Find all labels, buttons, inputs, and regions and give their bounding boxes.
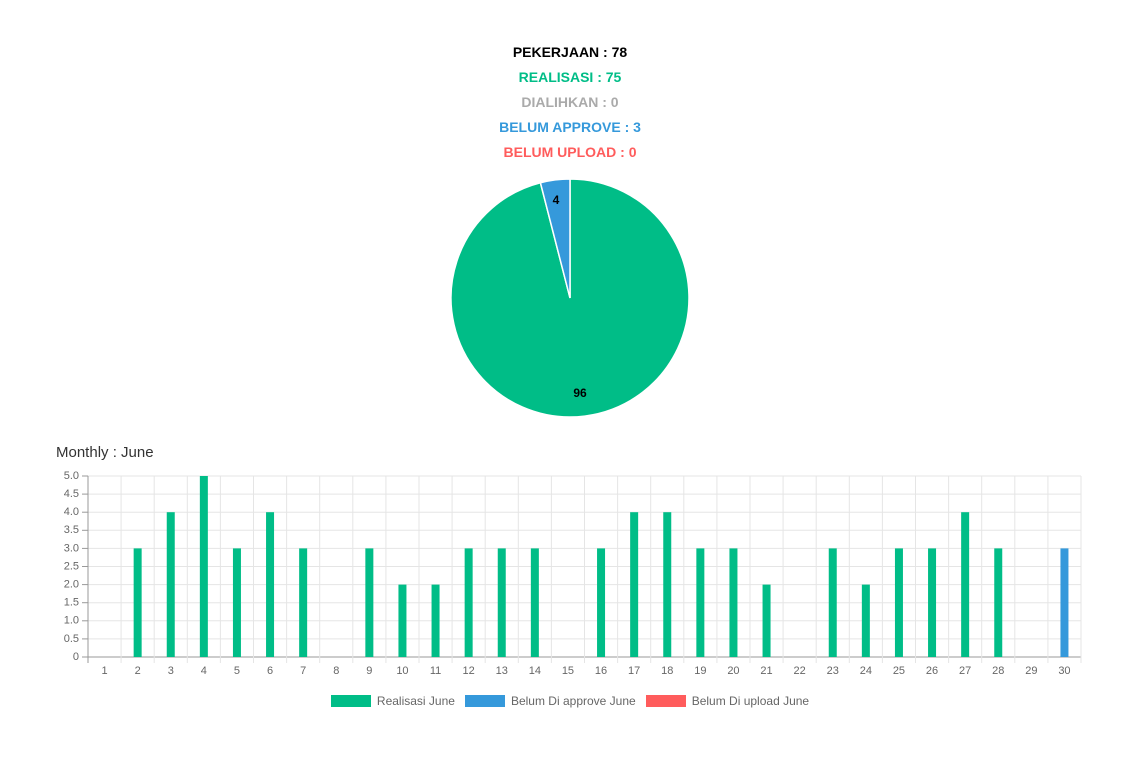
y-tick-label: 4.0	[64, 506, 79, 518]
bar-realisasi-june-day-13[interactable]	[497, 548, 506, 657]
y-tick-label: 1.5	[64, 597, 79, 609]
bar-realisasi-june-day-10[interactable]	[398, 584, 407, 657]
y-tick-label: 0.5	[64, 633, 79, 645]
bar-realisasi-june-day-17[interactable]	[630, 512, 639, 657]
y-tick-label: 2.0	[64, 579, 79, 591]
y-tick-label: 4.5	[64, 488, 79, 500]
x-tick-label: 23	[827, 665, 839, 677]
bar-realisasi-june-day-14[interactable]	[530, 548, 539, 657]
legend-swatch-approve	[464, 695, 505, 707]
x-tick-label: 5	[234, 665, 240, 677]
bar-belum-di-approve-june-day-30[interactable]	[1060, 548, 1069, 657]
bar-realisasi-june-day-2[interactable]	[133, 548, 142, 657]
x-tick-label: 24	[860, 665, 872, 677]
x-tick-label: 18	[661, 665, 673, 677]
x-tick-label: 27	[959, 665, 971, 677]
x-tick-label: 1	[101, 665, 107, 677]
legend-swatch-realisasi	[330, 695, 371, 707]
monthly-title: Monthly : June	[56, 444, 154, 461]
bar-realisasi-june-day-25[interactable]	[894, 548, 903, 657]
bar-realisasi-june-day-12[interactable]	[464, 548, 473, 657]
y-tick-label: 0	[73, 651, 79, 663]
bar-realisasi-june-day-18[interactable]	[663, 512, 672, 657]
bar-realisasi-june-day-26[interactable]	[928, 548, 937, 657]
x-tick-label: 8	[333, 665, 339, 677]
pie-data-label: 96	[573, 386, 587, 400]
legend-label-approve: Belum Di approve June	[510, 694, 636, 708]
x-tick-label: 26	[926, 665, 938, 677]
legend-swatch-upload	[645, 695, 686, 707]
pie-slice-belum-approve[interactable]	[539, 178, 571, 299]
summary-dialihkan: DIALIHKAN : 0	[521, 94, 619, 110]
x-tick-label: 22	[794, 665, 806, 677]
x-tick-label: 25	[893, 665, 905, 677]
x-tick-label: 29	[1025, 665, 1037, 677]
x-tick-label: 19	[694, 665, 706, 677]
bar-realisasi-june-day-28[interactable]	[994, 548, 1003, 657]
x-tick-label: 17	[628, 665, 640, 677]
x-tick-label: 15	[562, 665, 574, 677]
legend-item-realisasi[interactable]: Realisasi June	[330, 694, 455, 708]
x-tick-label: 28	[992, 665, 1004, 677]
x-tick-label: 12	[463, 665, 475, 677]
pie-chart: 96 4	[450, 178, 690, 418]
summary-belum-approve: BELUM APPROVE : 3	[499, 119, 641, 135]
bar-realisasi-june-day-16[interactable]	[597, 548, 606, 657]
x-tick-label: 21	[760, 665, 772, 677]
bar-realisasi-june-day-7[interactable]	[299, 548, 308, 657]
summary-belum-upload: BELUM UPLOAD : 0	[503, 144, 637, 160]
bar-realisasi-june-day-3[interactable]	[166, 512, 175, 657]
bar-realisasi-june-day-27[interactable]	[961, 512, 970, 657]
summary-total: PEKERJAAN : 78	[512, 44, 628, 60]
bar-realisasi-june-day-20[interactable]	[729, 548, 738, 657]
bar-realisasi-june-day-19[interactable]	[696, 548, 705, 657]
pie-data-label: 4	[553, 193, 560, 207]
x-tick-label: 13	[496, 665, 508, 677]
bar-realisasi-june-day-9[interactable]	[365, 548, 374, 657]
legend-label-realisasi: Realisasi June	[376, 694, 455, 708]
x-tick-label: 6	[267, 665, 273, 677]
x-tick-label: 20	[727, 665, 739, 677]
bar-realisasi-june-day-21[interactable]	[762, 584, 771, 657]
bar-chart: 00.51.01.52.02.53.03.54.04.55.01 2 3 4 5 6 7 8 9…	[64, 470, 1082, 677]
summary-realisasi: REALISASI : 75	[518, 69, 622, 85]
bar-realisasi-june-day-24[interactable]	[861, 584, 870, 657]
y-tick-label: 3.5	[64, 524, 79, 536]
x-tick-label: 2	[135, 665, 141, 677]
x-tick-label: 14	[529, 665, 541, 677]
bar-legend: Realisasi June Belum Di approve June Bel…	[0, 694, 1140, 708]
bar-realisasi-june-day-23[interactable]	[828, 548, 837, 657]
y-tick-label: 1.0	[64, 615, 79, 627]
y-tick-label: 2.5	[64, 560, 79, 572]
x-tick-label: 11	[430, 665, 441, 677]
x-tick-label: 30	[1058, 665, 1070, 677]
x-tick-label: 16	[595, 665, 607, 677]
x-tick-label: 4	[201, 665, 207, 677]
legend-label-upload: Belum Di upload June	[691, 694, 810, 708]
y-tick-label: 3.0	[64, 542, 79, 554]
bar-realisasi-june-day-6[interactable]	[266, 512, 275, 657]
x-tick-label: 10	[396, 665, 408, 677]
x-tick-label: 9	[366, 665, 372, 677]
bar-realisasi-june-day-5[interactable]	[232, 548, 241, 657]
bar-realisasi-june-day-11[interactable]	[431, 584, 440, 657]
legend-item-upload[interactable]: Belum Di upload June	[645, 694, 810, 708]
legend-item-approve[interactable]: Belum Di approve June	[464, 694, 636, 708]
bar-realisasi-june-day-4[interactable]	[199, 476, 208, 657]
y-tick-label: 5.0	[64, 470, 79, 482]
x-tick-label: 7	[300, 665, 306, 677]
x-tick-label: 3	[168, 665, 174, 677]
